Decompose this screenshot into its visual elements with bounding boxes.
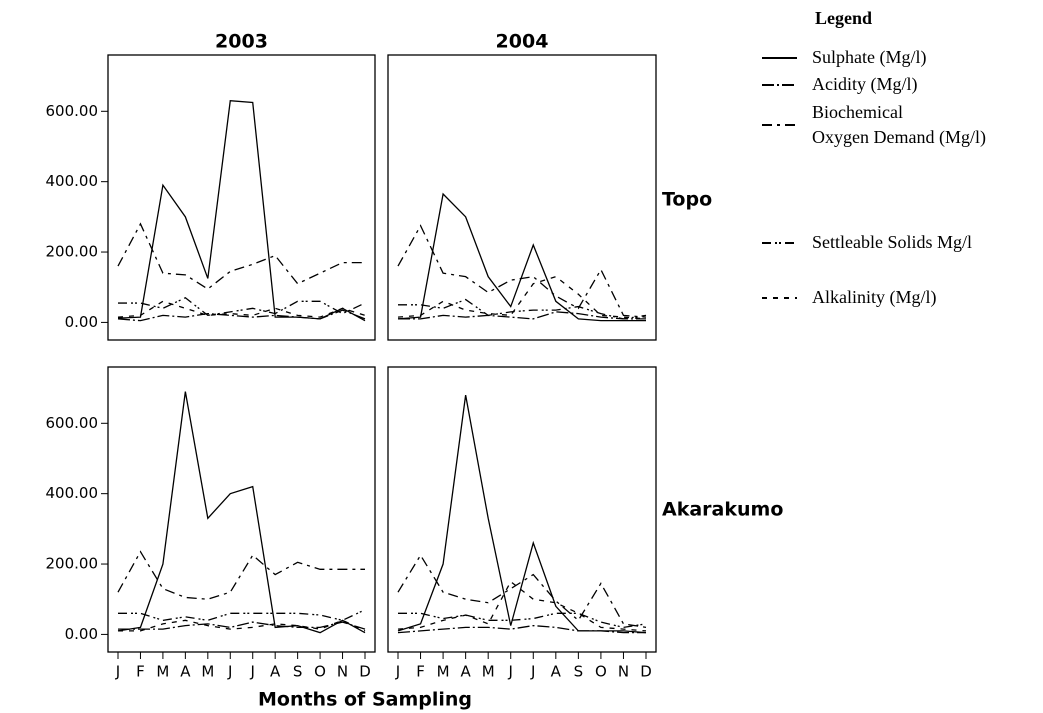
series-line <box>118 621 366 630</box>
panel-frame <box>387 366 657 653</box>
x-tick-label: F <box>136 663 145 681</box>
x-tick-label: J <box>395 663 400 681</box>
series-line <box>117 550 365 600</box>
x-tick-label: S <box>574 663 584 681</box>
y-tick-label: 400.00 <box>46 484 99 502</box>
column-title: 2003 <box>215 31 268 53</box>
legend-label: Settleable Solids Mg/l <box>812 232 972 252</box>
y-tick-label: 600.00 <box>46 102 99 120</box>
x-tick-label: A <box>270 663 281 681</box>
x-tick-label: O <box>314 663 326 681</box>
series-line <box>398 612 647 629</box>
x-tick-label: D <box>640 663 652 681</box>
y-tick-label: 0.00 <box>65 313 98 331</box>
x-tick-label: N <box>337 663 348 681</box>
series-line <box>117 309 366 322</box>
legend-label: Biochemical Oxygen Demand (Mg/l) <box>812 102 986 147</box>
series-line <box>397 395 647 634</box>
series-line <box>398 311 646 320</box>
x-tick-label: J <box>115 663 120 681</box>
y-tick-label: 0.00 <box>65 625 98 643</box>
x-tick-label: A <box>461 663 472 681</box>
series-line <box>397 275 647 320</box>
series-line <box>397 192 646 322</box>
panel-frame <box>387 54 657 341</box>
series-line <box>397 553 647 629</box>
x-tick-label: J <box>508 663 513 681</box>
series-line <box>397 224 647 318</box>
y-tick-label: 200.00 <box>46 243 99 261</box>
x-axis-label: Months of Sampling <box>258 689 472 711</box>
series-line <box>117 100 366 322</box>
x-tick-label: M <box>437 663 450 681</box>
x-tick-label: M <box>482 663 495 681</box>
x-tick-label: S <box>293 663 303 681</box>
row-label: Topo <box>662 189 712 211</box>
series-line <box>398 298 647 320</box>
x-tick-label: O <box>595 663 607 681</box>
x-tick-label: N <box>618 663 629 681</box>
series-line <box>397 624 646 634</box>
x-tick-label: F <box>416 663 425 681</box>
series-line <box>117 222 365 290</box>
y-tick-label: 600.00 <box>46 414 99 432</box>
y-tick-label: 200.00 <box>46 555 99 573</box>
legend-label: Sulphate (Mg/l) <box>812 47 927 67</box>
x-tick-label: A <box>180 663 191 681</box>
legend-label: Alkalinity (Mg/l) <box>812 287 937 307</box>
x-tick-label: A <box>551 663 562 681</box>
legend-label: Acidity (Mg/l) <box>812 74 918 94</box>
series-line <box>117 391 366 634</box>
series-line <box>118 619 366 632</box>
legend-title: Legend <box>815 8 873 28</box>
panel-frame <box>107 54 376 341</box>
series-line <box>117 300 366 318</box>
row-label: Akarakumo <box>662 499 783 521</box>
series-line <box>397 580 647 632</box>
x-tick-label: M <box>201 663 214 681</box>
column-title: 2004 <box>496 31 549 53</box>
x-tick-label: J <box>530 663 535 681</box>
y-tick-label: 400.00 <box>46 172 99 190</box>
x-tick-label: J <box>227 663 232 681</box>
x-tick-label: D <box>359 663 371 681</box>
x-tick-label: M <box>156 663 169 681</box>
x-tick-label: J <box>250 663 255 681</box>
series-line <box>118 297 366 317</box>
panel-frame <box>107 366 376 653</box>
series-line <box>118 609 366 622</box>
